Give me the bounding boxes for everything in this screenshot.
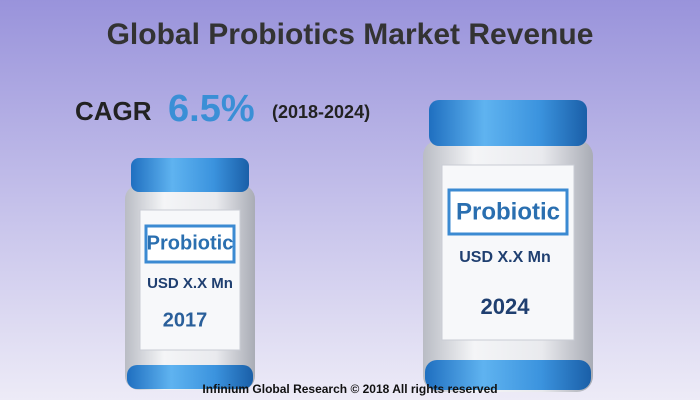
jar-small	[125, 158, 255, 390]
footer-credit: Infinium Global Research © 2018 All righ…	[202, 382, 497, 396]
jar-year: 2017	[163, 309, 208, 331]
cagr-label: CAGR	[75, 96, 152, 126]
jar-large	[423, 100, 593, 392]
jar-brand: Probiotic	[456, 198, 560, 225]
jar-revenue: USD X.X Mn	[459, 249, 551, 266]
cagr-period: (2018-2024)	[272, 102, 370, 122]
title: Global Probiotics Market Revenue	[107, 18, 594, 51]
cagr-rate: 6.5%	[168, 88, 255, 130]
jar-revenue: USD X.X Mn	[147, 275, 233, 292]
jar-brand: Probiotic	[147, 232, 234, 254]
jar-year: 2024	[481, 294, 531, 319]
